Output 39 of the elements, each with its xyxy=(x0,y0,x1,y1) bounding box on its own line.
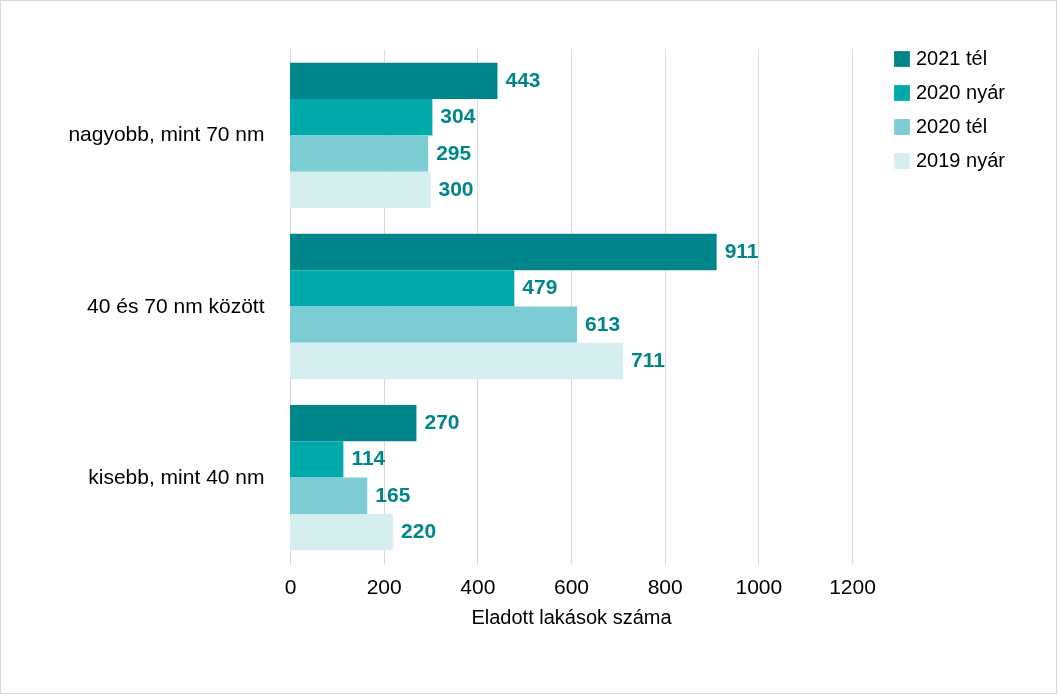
bar xyxy=(290,270,515,307)
data-label: 220 xyxy=(401,519,437,543)
bar xyxy=(290,342,623,380)
data-label: 613 xyxy=(585,311,621,335)
x-tick-label: 200 xyxy=(366,574,402,598)
data-label: 270 xyxy=(424,410,460,434)
legend-label: 2021 tél xyxy=(916,47,988,69)
x-tick-label: 400 xyxy=(460,574,496,598)
x-tick-label: 800 xyxy=(647,574,683,598)
data-label: 295 xyxy=(436,140,472,164)
bar xyxy=(290,441,344,478)
y-tick-label: kisebb, mint 40 nm xyxy=(88,464,265,488)
data-label: 304 xyxy=(440,104,476,128)
bar xyxy=(290,135,429,172)
x-tick-label: 1200 xyxy=(829,574,876,598)
bar xyxy=(290,477,368,514)
x-tick-label: 1000 xyxy=(735,574,783,598)
data-label: 911 xyxy=(724,238,759,262)
bar xyxy=(290,513,394,551)
x-axis-title: Eladott lakások száma xyxy=(471,605,673,628)
bar xyxy=(290,171,431,209)
data-label: 165 xyxy=(375,482,411,506)
legend-label: 2019 nyár xyxy=(916,149,1006,171)
data-label: 114 xyxy=(351,446,386,470)
data-label: 479 xyxy=(522,275,558,299)
data-label: 443 xyxy=(505,67,541,91)
y-tick-label: nagyobb, mint 70 nm xyxy=(68,122,265,146)
bar xyxy=(290,306,578,343)
data-label: 300 xyxy=(438,176,474,200)
bar xyxy=(290,404,417,442)
bar xyxy=(290,62,498,100)
legend-label: 2020 tél xyxy=(916,115,988,137)
data-label: 711 xyxy=(630,348,666,372)
bar xyxy=(290,99,433,136)
legend-label: 2020 nyár xyxy=(916,81,1006,103)
y-tick-label: 40 és 70 nm között xyxy=(87,293,265,317)
x-tick-label: 600 xyxy=(553,574,590,598)
bar xyxy=(290,233,717,271)
x-tick-label: 0 xyxy=(284,574,297,598)
